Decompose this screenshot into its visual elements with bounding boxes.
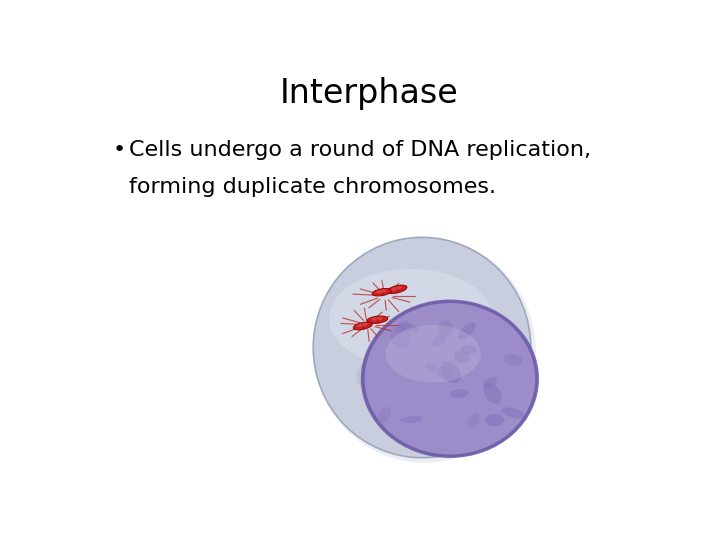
Ellipse shape (484, 382, 502, 404)
Ellipse shape (467, 414, 480, 428)
Ellipse shape (503, 354, 523, 366)
Text: forming duplicate chromosomes.: forming duplicate chromosomes. (129, 177, 496, 197)
Ellipse shape (387, 285, 407, 294)
Ellipse shape (376, 316, 379, 323)
Ellipse shape (313, 238, 531, 458)
Ellipse shape (390, 326, 410, 348)
Ellipse shape (482, 377, 498, 388)
Ellipse shape (361, 322, 365, 329)
Ellipse shape (377, 407, 391, 424)
Ellipse shape (458, 323, 476, 339)
Ellipse shape (376, 289, 387, 293)
Ellipse shape (461, 345, 477, 355)
Ellipse shape (396, 321, 410, 333)
Ellipse shape (425, 362, 438, 372)
Ellipse shape (391, 286, 402, 291)
Ellipse shape (398, 323, 419, 332)
Ellipse shape (437, 366, 454, 380)
Ellipse shape (364, 302, 536, 456)
Ellipse shape (440, 361, 461, 383)
Ellipse shape (450, 389, 469, 398)
Text: Cells undergo a round of DNA replication,: Cells undergo a round of DNA replication… (129, 140, 591, 160)
Ellipse shape (329, 269, 492, 368)
Ellipse shape (395, 286, 399, 293)
Ellipse shape (380, 289, 384, 296)
Ellipse shape (485, 414, 504, 426)
Ellipse shape (372, 288, 392, 296)
Ellipse shape (432, 335, 446, 347)
Ellipse shape (367, 316, 388, 323)
Ellipse shape (361, 300, 539, 458)
Ellipse shape (357, 323, 368, 327)
Ellipse shape (314, 238, 536, 463)
Ellipse shape (386, 325, 481, 383)
Text: Interphase: Interphase (279, 77, 459, 110)
Ellipse shape (372, 317, 383, 321)
Ellipse shape (438, 320, 453, 338)
Ellipse shape (354, 322, 372, 330)
Ellipse shape (357, 341, 498, 413)
Ellipse shape (454, 350, 470, 363)
Ellipse shape (502, 408, 524, 418)
Ellipse shape (400, 416, 423, 423)
Text: •: • (112, 140, 125, 160)
